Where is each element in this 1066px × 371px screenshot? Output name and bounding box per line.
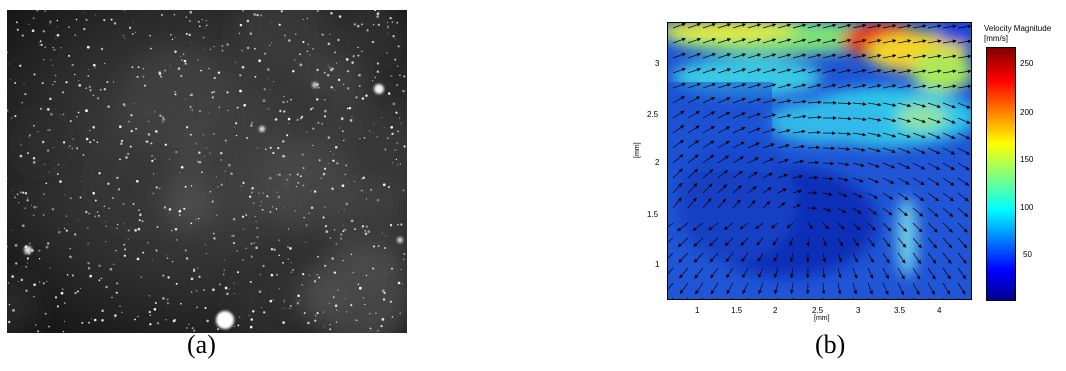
y-tick: 1 <box>655 260 660 269</box>
y-tick: 3 <box>655 59 660 68</box>
colorbar <box>986 47 1016 301</box>
x-tick: 2.5 <box>812 306 824 315</box>
x-tick: 2 <box>773 306 778 315</box>
y-tick: 1.5 <box>647 210 659 219</box>
y-tick: 2 <box>655 158 660 167</box>
colorbar-tick: 200 <box>1020 108 1034 117</box>
x-tick: 4 <box>937 306 942 315</box>
colorbar-tick: 250 <box>1020 59 1034 68</box>
colorbar-units: [mm/s] <box>984 34 1008 43</box>
particle-image <box>7 10 407 333</box>
colorbar-tick: 150 <box>1020 155 1034 164</box>
y-axis-label: [mm] <box>634 142 641 158</box>
x-tick: 3 <box>856 306 861 315</box>
velocity-field-plot <box>667 22 972 300</box>
caption-b: (b) <box>815 330 846 359</box>
x-tick: 3.5 <box>894 306 906 315</box>
x-tick: 1 <box>695 306 700 315</box>
x-tick: 1.5 <box>731 306 743 315</box>
x-axis-label: [mm] <box>814 315 830 322</box>
y-tick: 2.5 <box>647 110 659 119</box>
colorbar-title: Velocity Magnitude <box>984 24 1052 33</box>
caption-a: (a) <box>187 330 216 359</box>
colorbar-tick: 50 <box>1023 250 1032 259</box>
colorbar-tick: 100 <box>1020 203 1034 212</box>
